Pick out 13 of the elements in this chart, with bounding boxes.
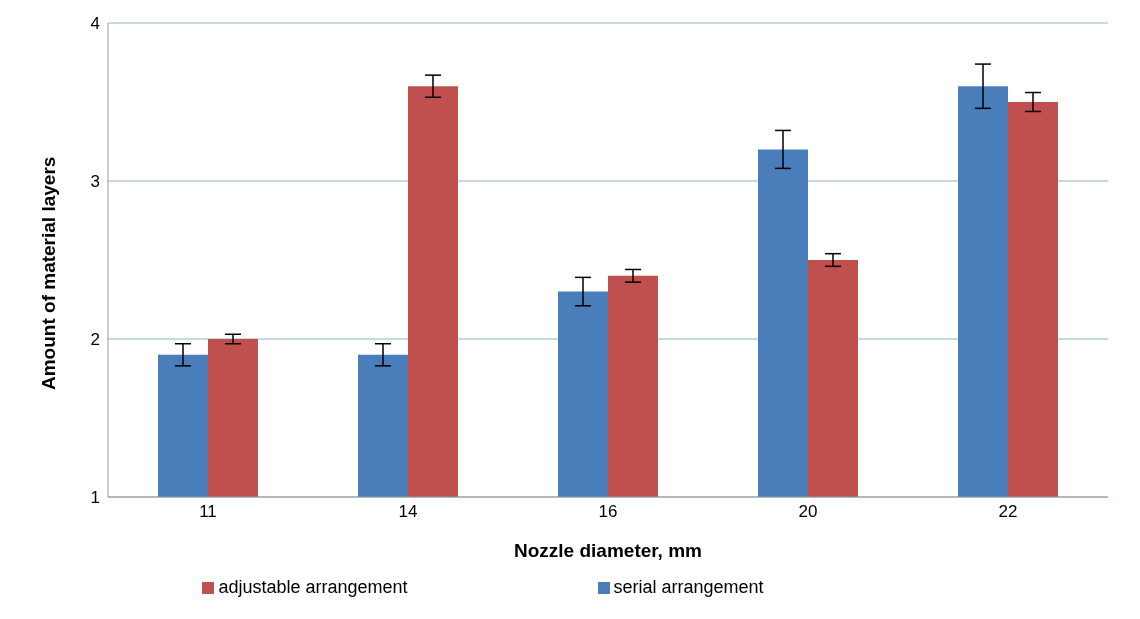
x-tick-label: 16 <box>598 502 618 522</box>
y-tick-label: 1 <box>90 488 100 508</box>
x-tick-label: 14 <box>398 502 418 522</box>
y-tick-label: 3 <box>90 172 100 192</box>
x-tick-label: 11 <box>199 502 217 522</box>
y-axis-title: Amount of material layers <box>37 156 59 390</box>
x-tick-label: 20 <box>798 502 818 522</box>
legend-label: serial arrangement <box>613 577 764 597</box>
x-axis-title: Nozzle diameter, mm <box>514 540 702 561</box>
y-tick-label: 2 <box>90 330 100 350</box>
y-tick-label: 4 <box>90 14 100 34</box>
legend-label: adjustable arrangement <box>218 577 408 597</box>
x-tick-label: 22 <box>998 502 1018 522</box>
